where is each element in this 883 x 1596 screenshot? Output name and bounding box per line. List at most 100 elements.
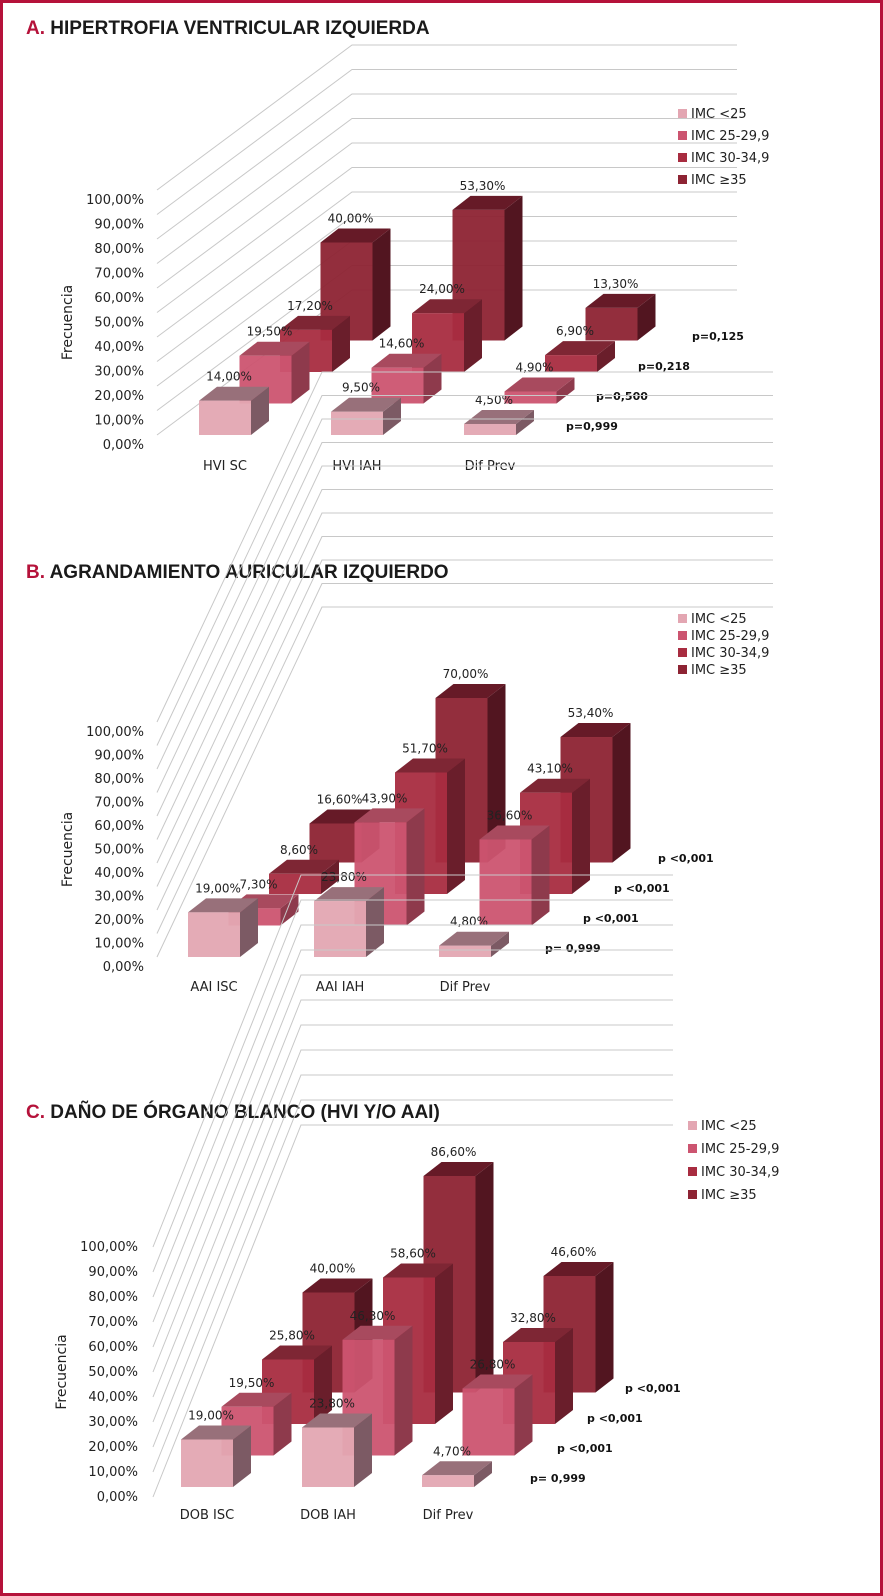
y-tick-label: 100,00%: [80, 1240, 138, 1255]
gridline: [156, 371, 773, 723]
data-label: 4,50%: [475, 393, 513, 407]
bar: [331, 397, 401, 435]
x-category-label: DOB IAH: [300, 1508, 356, 1523]
bar-top: [464, 409, 534, 424]
data-label: 19,00%: [188, 1409, 234, 1423]
data-label: 14,00%: [206, 370, 252, 384]
gridline: [152, 924, 673, 1298]
gridline: [156, 512, 773, 864]
gridline: [156, 44, 737, 191]
panel-b-title: B. AGRANDAMIENTO AURICULAR IZQUIERDO: [26, 562, 449, 584]
bar-top: [422, 1461, 492, 1476]
bar-front: [331, 411, 383, 435]
p-value-label: p <0,001: [587, 1412, 643, 1425]
y-tick-label: 30,00%: [88, 1415, 138, 1430]
data-label: 7,30%: [239, 877, 277, 891]
y-tick-label: 80,00%: [94, 772, 144, 787]
bar-top: [331, 397, 401, 412]
y-tick-label: 40,00%: [94, 340, 144, 355]
y-tick-label: 60,00%: [88, 1340, 138, 1355]
chart-grid: [156, 371, 773, 958]
bar-top: [543, 1262, 614, 1276]
data-label: 26,80%: [470, 1358, 516, 1372]
y-tick-label: 50,00%: [88, 1365, 138, 1380]
p-value-label: p <0,001: [557, 1442, 613, 1455]
bar-side: [314, 1345, 332, 1424]
y-tick-label: 20,00%: [88, 1440, 138, 1455]
data-label: 51,70%: [402, 742, 448, 756]
bar: [371, 353, 442, 404]
panel-a-title: A. HIPERTROFIA VENTRICULAR IZQUIERDA: [26, 18, 430, 40]
bar: [560, 723, 631, 863]
bar-side: [637, 293, 656, 341]
gridline: [156, 536, 773, 887]
data-label: 13,30%: [593, 277, 639, 291]
p-value-label: p <0,001: [614, 882, 670, 895]
legend-label: IMC ≥35: [691, 173, 747, 188]
panel-c-title-text: DAÑO DE ÓRGANO BLANCO (HVI Y/O AAI): [50, 1102, 440, 1123]
x-category-label: AAI IAH: [316, 980, 365, 995]
bar-side: [491, 931, 509, 957]
y-tick-label: 90,00%: [94, 749, 144, 764]
data-label: 19,50%: [247, 325, 293, 339]
y-tick-label: 90,00%: [94, 218, 144, 233]
p-value-label: p <0,001: [625, 1382, 681, 1395]
data-label: 6,90%: [556, 324, 594, 338]
bar-side: [556, 377, 575, 404]
bar-side: [475, 1162, 494, 1393]
panel-a-letter: A.: [26, 18, 45, 39]
legend-swatch: [678, 175, 687, 184]
y-tick-label: 30,00%: [94, 365, 144, 380]
p-value-label: p=0,125: [692, 330, 744, 343]
chart-grid: [152, 874, 673, 1498]
data-label: 24,00%: [419, 282, 465, 296]
data-label: 4,70%: [433, 1444, 471, 1458]
p-value-label: p <0,001: [583, 912, 639, 925]
bar-side: [394, 1325, 413, 1456]
gridline: [152, 1049, 673, 1423]
bar-top: [320, 228, 391, 243]
legend-swatch: [688, 1121, 697, 1130]
data-label: 16,60%: [317, 792, 363, 806]
p-value-label: p=0,500: [596, 390, 648, 403]
y-tick-label: 0,00%: [97, 1490, 138, 1505]
p-value-label: p=0,999: [566, 420, 618, 433]
data-label: 23,80%: [321, 870, 367, 884]
panel-c-title: C. DAÑO DE ÓRGANO BLANCO (HVI Y/O AAI): [26, 1102, 440, 1124]
y-tick-label: 20,00%: [94, 389, 144, 404]
bar-top: [302, 1278, 373, 1293]
p-value-label: p= 0,999: [530, 1472, 586, 1485]
bar-front: [422, 1475, 474, 1487]
y-tick-label: 50,00%: [94, 316, 144, 331]
y-tick-label: 10,00%: [88, 1465, 138, 1480]
gridline: [156, 216, 737, 362]
gridline: [152, 874, 673, 1248]
bar-side: [514, 1374, 533, 1456]
data-label: 46,60%: [551, 1245, 597, 1259]
bar: [188, 898, 258, 957]
y-tick-label: 30,00%: [94, 890, 144, 905]
bar-top: [452, 195, 523, 210]
bar: [464, 409, 534, 435]
legend-swatch: [678, 614, 687, 623]
y-tick-label: 100,00%: [86, 725, 144, 740]
y-tick-label: 0,00%: [103, 960, 144, 975]
data-label: 53,40%: [568, 706, 614, 720]
legend-label: IMC 25-29,9: [691, 629, 769, 644]
bar-top: [383, 1263, 453, 1278]
data-label: 32,80%: [510, 1311, 556, 1325]
data-label: 43,90%: [362, 791, 408, 805]
bar-side: [572, 778, 590, 894]
y-tick-label: 80,00%: [88, 1290, 138, 1305]
bar-side: [280, 894, 299, 926]
data-label: 58,60%: [390, 1247, 436, 1261]
data-label: 23,80%: [309, 1397, 355, 1411]
gridline: [156, 118, 737, 264]
panel-b-letter: B.: [26, 562, 45, 583]
legend-swatch: [688, 1190, 697, 1199]
bar-front: [585, 307, 638, 341]
data-label: 25,80%: [269, 1329, 315, 1343]
bar-top: [262, 1345, 332, 1360]
data-label: 40,00%: [328, 212, 374, 226]
bar-side: [332, 315, 350, 372]
